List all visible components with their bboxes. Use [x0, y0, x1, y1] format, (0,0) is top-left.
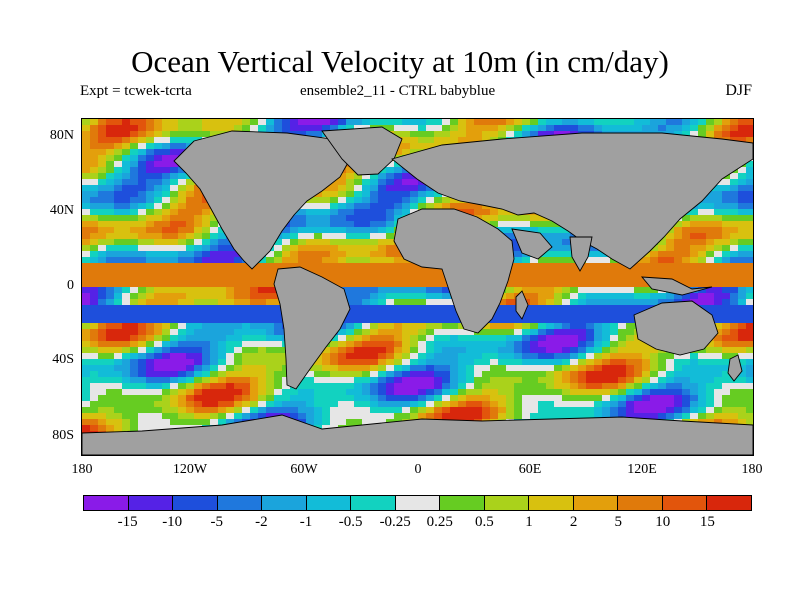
colorbar-swatch — [662, 496, 708, 510]
colorbar-label: 2 — [569, 514, 578, 530]
colorbar-label: -1 — [299, 514, 313, 530]
colorbar — [83, 495, 752, 511]
new-zealand-landmass — [727, 354, 743, 382]
y-tick-label: 80N — [49, 128, 74, 143]
colorbar-swatch — [262, 496, 307, 510]
y-tick-label: 40N — [49, 203, 74, 218]
colorbar-label: 1 — [525, 514, 533, 530]
south-america-landmass — [273, 266, 351, 390]
arabia-landmass — [511, 228, 553, 260]
ensemble-label: ensemble2_11 - CTRL babyblue — [300, 83, 496, 99]
map-panel — [81, 118, 754, 456]
x-tick-label: 120E — [627, 462, 657, 477]
colorbar-label: 0.5 — [475, 514, 494, 530]
season-label: DJF — [725, 82, 752, 99]
colorbar-label: -2 — [255, 514, 268, 530]
antarctica-landmass — [82, 414, 753, 455]
southeast-asia-islands — [640, 276, 713, 296]
colorbar-swatch — [351, 496, 396, 510]
x-tick-label: 120W — [172, 462, 208, 477]
colorbar-label: -15 — [117, 514, 138, 530]
colorbar-swatch — [173, 496, 218, 510]
map-plot — [82, 119, 753, 455]
y-tick-label: 40S — [52, 352, 74, 367]
europe-asia-landmass — [391, 132, 753, 270]
colorbar-swatch — [573, 496, 619, 510]
x-tick-label: 60W — [290, 462, 318, 477]
colorbar-label: -5 — [210, 514, 224, 530]
india-landmass — [569, 236, 593, 272]
colorbar-swatch — [306, 496, 352, 510]
x-tick-label: 180 — [71, 462, 93, 477]
greenland-landmass — [321, 126, 403, 176]
colorbar-swatch — [128, 496, 174, 510]
colorbar-label: -0.25 — [379, 514, 411, 530]
madagascar-landmass — [515, 290, 529, 320]
colorbar-swatch — [529, 496, 574, 510]
land-mask — [82, 126, 753, 455]
experiment-label: Expt = tcwek-tcrta — [80, 83, 192, 99]
x-tick-label: 180 — [741, 462, 763, 477]
colorbar-swatch — [484, 496, 530, 510]
colorbar-label: -0.5 — [338, 514, 363, 530]
x-tick-label: 0 — [414, 462, 422, 477]
colorbar-label: 0.25 — [426, 514, 453, 530]
x-tick-label: 60E — [518, 462, 542, 477]
colorbar-swatch — [84, 496, 129, 510]
colorbar-swatch — [707, 496, 751, 510]
colorbar-swatch — [217, 496, 263, 510]
colorbar-swatch — [395, 496, 441, 510]
colorbar-label: -10 — [162, 514, 183, 530]
colorbar-swatch — [618, 496, 663, 510]
colorbar-swatch — [440, 496, 485, 510]
y-tick-label: 80S — [52, 428, 74, 443]
y-tick-label: 0 — [67, 278, 74, 293]
australia-landmass — [633, 300, 719, 356]
africa-landmass — [393, 208, 515, 334]
colorbar-label: 15 — [699, 514, 715, 530]
colorbar-label: 5 — [614, 514, 622, 530]
chart-title: Ocean Vertical Velocity at 10m (in cm/da… — [131, 44, 669, 79]
colorbar-label: 10 — [655, 514, 671, 530]
